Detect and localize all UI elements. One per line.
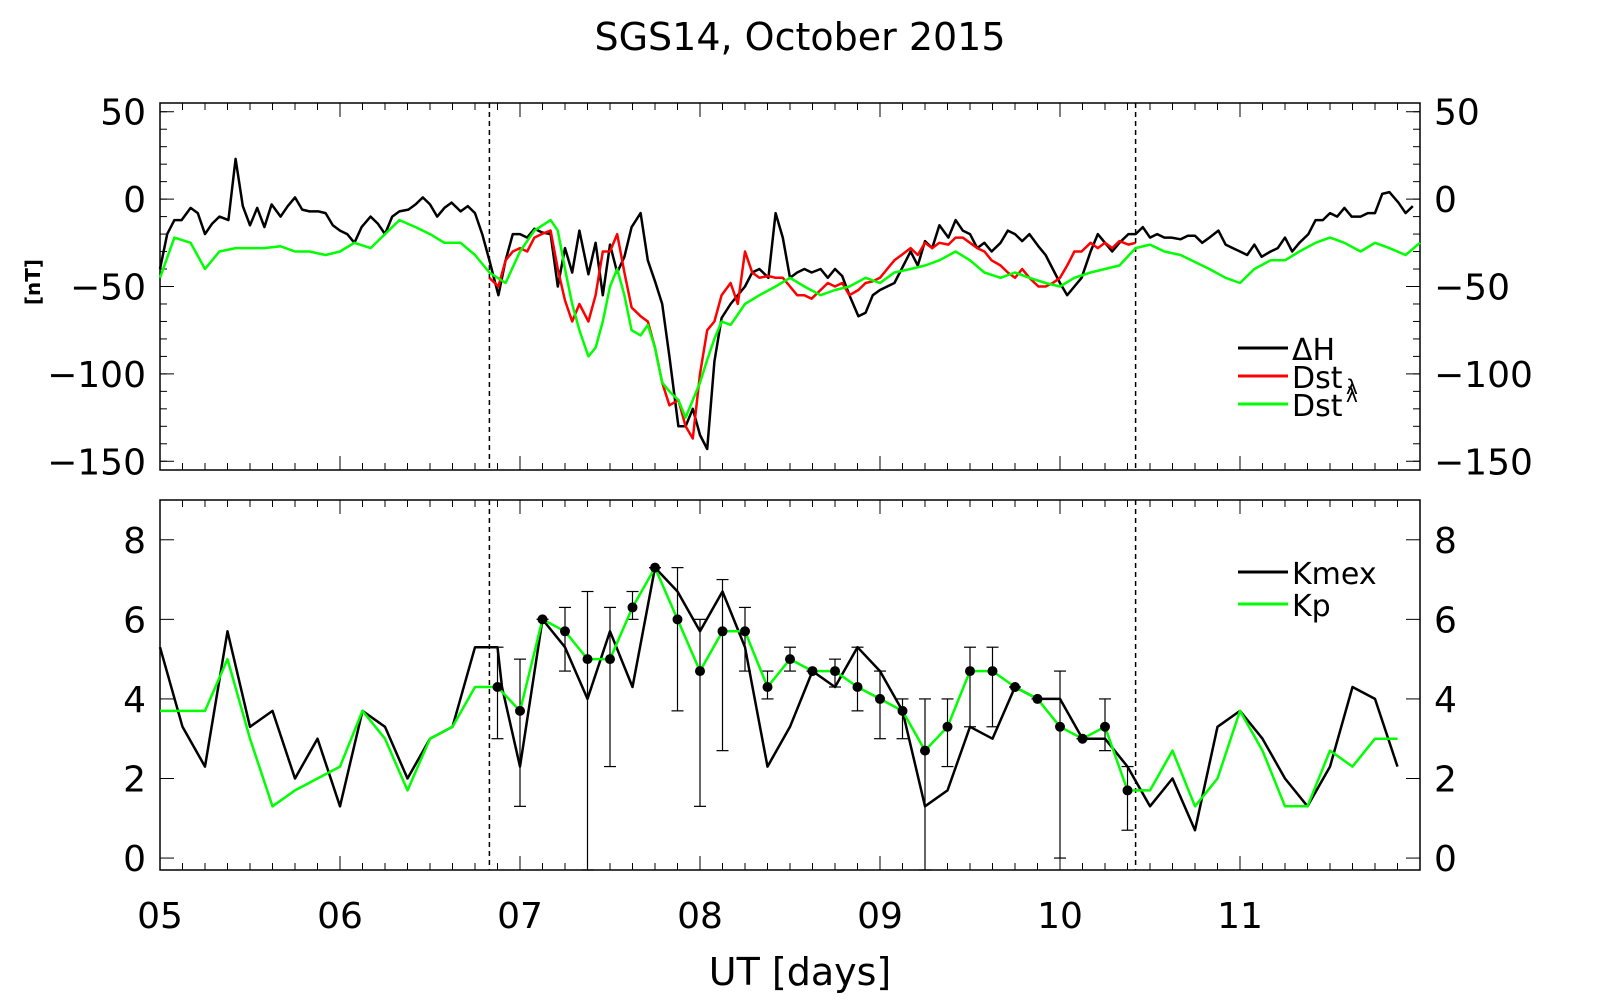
data-point <box>560 626 570 637</box>
right-y-tick-label: 0 <box>1434 839 1457 880</box>
series-line-1 <box>160 566 1398 808</box>
data-point <box>1010 681 1020 692</box>
data-point <box>627 602 638 613</box>
series-line-0 <box>158 157 1414 451</box>
data-point <box>515 705 525 716</box>
right-y-tick-label: −150 <box>1434 442 1533 483</box>
x-tick-label: 07 <box>497 896 543 937</box>
panel-frame <box>159 499 1421 871</box>
data-point <box>987 666 998 677</box>
data-point <box>1032 693 1043 704</box>
data-point <box>1055 721 1065 732</box>
right-y-tick-label: 2 <box>1434 759 1457 800</box>
legend-label: Kp <box>1292 589 1331 624</box>
x-tick-label: 09 <box>857 896 903 937</box>
x-tick-label: 10 <box>1037 896 1083 937</box>
x-tick-label: 08 <box>677 896 723 937</box>
y-tick-label: 2 <box>123 759 146 800</box>
data-point <box>785 654 795 665</box>
y-tick-label: 0 <box>123 180 146 221</box>
data-point <box>672 614 683 625</box>
data-point <box>717 626 728 637</box>
legend-subscript: λ <box>1346 375 1358 399</box>
right-y-tick-label: 0 <box>1434 180 1457 221</box>
x-tick-label: 06 <box>317 896 363 937</box>
data-point <box>897 705 908 716</box>
chart-title: SGS14, October 2015 <box>594 15 1005 59</box>
x-tick-label: 11 <box>1217 896 1263 937</box>
y-tick-label: −50 <box>70 268 146 309</box>
data-point <box>537 614 548 625</box>
series-line-0 <box>158 566 1399 832</box>
data-point <box>492 681 503 692</box>
x-axis-label: UT [days] <box>709 950 891 994</box>
legend-label: Dst <box>1292 389 1343 424</box>
y-tick-label: 50 <box>100 93 146 134</box>
data-point <box>852 681 863 692</box>
data-point <box>650 562 660 573</box>
y-tick-label: 8 <box>123 521 146 562</box>
legend-label: Kmex <box>1292 557 1377 592</box>
top-y-axis-label: [nT] <box>21 259 45 305</box>
data-point <box>875 693 885 704</box>
y-tick-label: −100 <box>47 355 146 396</box>
right-y-tick-label: −50 <box>1434 268 1510 309</box>
data-point <box>582 654 593 665</box>
data-point <box>740 626 750 637</box>
series-line-1 <box>488 229 1136 440</box>
data-point <box>807 666 818 677</box>
data-point <box>1100 721 1110 732</box>
series-line-2 <box>158 218 1421 419</box>
y-tick-label: 0 <box>123 839 146 880</box>
data-point <box>920 745 930 756</box>
y-tick-label: 4 <box>123 680 146 721</box>
right-y-tick-label: 50 <box>1434 93 1480 134</box>
data-point <box>762 681 773 692</box>
data-point <box>965 666 975 677</box>
x-tick-label: 05 <box>137 896 183 937</box>
legend-label: Dst <box>1292 361 1343 396</box>
data-point <box>1077 733 1088 744</box>
y-tick-label: −150 <box>47 442 146 483</box>
legend-label: ΔH <box>1292 333 1335 368</box>
right-y-tick-label: 4 <box>1434 680 1457 721</box>
legend-superscript: λ <box>1346 383 1358 407</box>
right-y-tick-label: 6 <box>1434 600 1457 641</box>
right-y-tick-label: 8 <box>1434 521 1457 562</box>
y-tick-label: 6 <box>123 600 146 641</box>
data-point <box>1122 785 1133 796</box>
data-point <box>942 721 953 732</box>
data-point <box>830 666 840 677</box>
data-point <box>605 654 615 665</box>
right-y-tick-label: −100 <box>1434 355 1533 396</box>
data-point <box>695 666 705 677</box>
